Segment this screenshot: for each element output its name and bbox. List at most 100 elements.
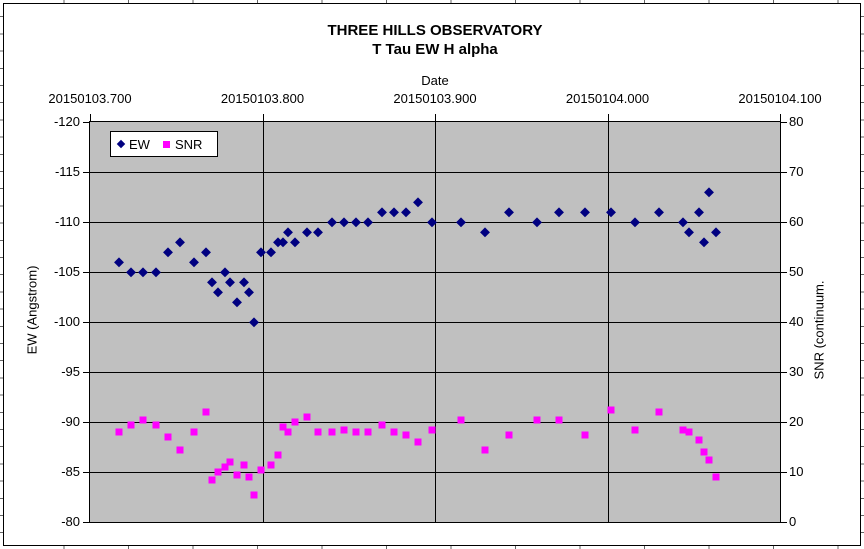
ew-diamond-marker xyxy=(116,139,126,149)
snr-point xyxy=(457,416,465,423)
snr-point xyxy=(631,426,639,433)
right-axis-tick xyxy=(780,122,787,123)
snr-point xyxy=(267,461,275,468)
x-tick-label: 20150104.000 xyxy=(565,91,650,106)
snr-point xyxy=(679,426,687,433)
snr-point xyxy=(655,408,663,416)
legend-item-snr: SNR xyxy=(162,136,203,152)
snr-point xyxy=(481,446,489,453)
left-axis-tick xyxy=(83,372,90,373)
right-axis-tick xyxy=(780,222,787,223)
left-axis-tick xyxy=(83,422,90,423)
snr-point xyxy=(250,491,258,498)
snr-point xyxy=(364,428,372,436)
right-axis-tick xyxy=(780,522,787,523)
legend-label-ew: EW xyxy=(129,136,150,152)
snr-point xyxy=(214,468,222,476)
chart-subtitle: T Tau EW H alpha xyxy=(372,41,498,58)
x-tick-label: 20150104.100 xyxy=(738,91,822,106)
y-gridline xyxy=(90,372,780,373)
snr-point xyxy=(164,433,172,441)
snr-point xyxy=(233,471,241,478)
snr-point xyxy=(176,446,184,453)
snr-point xyxy=(705,456,713,463)
left-axis-tick xyxy=(83,172,90,173)
x-axis-tick xyxy=(435,114,436,122)
snr-point xyxy=(700,448,708,456)
legend-label-snr: SNR xyxy=(174,136,203,152)
snr-tick-label: 60 xyxy=(789,214,804,229)
y-gridline xyxy=(90,472,780,473)
snr-point xyxy=(695,436,703,443)
ew-tick-label: -105 xyxy=(53,264,80,279)
snr-point xyxy=(314,428,322,436)
snr-point xyxy=(240,461,248,468)
x-axis-title: Date xyxy=(421,73,449,88)
spreadsheet-row-ticks-left xyxy=(0,0,3,549)
snr-point xyxy=(303,413,311,421)
snr-tick-label: 80 xyxy=(789,114,804,129)
snr-point xyxy=(139,416,147,423)
right-axis-tick xyxy=(780,272,787,273)
snr-tick-label: 50 xyxy=(789,264,804,279)
snr-point xyxy=(378,421,386,428)
snr-point xyxy=(279,423,287,431)
x-axis-tick xyxy=(780,114,781,122)
snr-point xyxy=(202,408,210,416)
x-axis-tick xyxy=(90,114,91,122)
x-axis-tick xyxy=(262,114,264,122)
x-tick-label: 20150103.700 xyxy=(48,91,132,106)
snr-point xyxy=(245,473,253,481)
snr-point xyxy=(533,416,541,423)
ew-tick-label: -115 xyxy=(54,164,80,179)
ew-tick-label: -95 xyxy=(61,364,80,379)
left-axis-tick xyxy=(83,122,90,123)
snr-point xyxy=(274,451,282,458)
snr-tick-label: 0 xyxy=(789,514,797,529)
x-tick-label: 20150103.800 xyxy=(220,91,305,106)
snr-point xyxy=(390,428,398,436)
snr-point xyxy=(190,428,197,436)
snr-point xyxy=(685,428,693,436)
spreadsheet-column-ticks-top xyxy=(0,0,864,3)
spreadsheet-row-ticks-right xyxy=(861,0,864,549)
right-axis-tick xyxy=(780,372,787,373)
snr-point xyxy=(414,438,422,446)
snr-tick-label: 20 xyxy=(789,414,804,429)
y-gridline xyxy=(90,172,780,173)
ew-tick-label: -90 xyxy=(61,414,80,429)
legend-item-ew: EW xyxy=(116,136,150,152)
spreadsheet-column-ticks-bottom xyxy=(0,546,864,549)
snr-tick-label: 40 xyxy=(789,314,804,329)
ew-tick-label: -110 xyxy=(54,214,80,229)
ew-tick-label: -80 xyxy=(61,514,80,529)
left-axis-tick xyxy=(83,222,90,223)
snr-point xyxy=(328,428,335,436)
snr-point xyxy=(340,426,348,433)
chart-title: THREE HILLS OBSERVATORY xyxy=(327,22,543,39)
left-axis-tick xyxy=(83,272,90,273)
snr-point xyxy=(352,428,360,436)
y-gridline xyxy=(90,422,780,423)
snr-tick-label: 70 xyxy=(789,164,804,179)
snr-point xyxy=(226,458,234,466)
snr-point xyxy=(712,473,720,481)
right-axis-tick xyxy=(780,172,787,173)
x-tick-label: 20150103.900 xyxy=(393,91,477,106)
right-axis-tick xyxy=(780,472,787,473)
legend: EW SNR xyxy=(110,131,218,157)
x-axis-tick xyxy=(607,114,609,122)
left-axis-tick xyxy=(83,472,90,473)
snr-point xyxy=(208,476,216,483)
y-gridline xyxy=(90,322,780,323)
snr-point xyxy=(428,426,436,433)
snr-point xyxy=(555,416,563,423)
plot-area xyxy=(89,121,781,523)
snr-point xyxy=(127,421,135,428)
snr-point xyxy=(505,431,513,438)
snr-square-marker xyxy=(162,140,170,148)
snr-point xyxy=(115,428,123,436)
left-axis-tick xyxy=(83,322,90,323)
snr-point xyxy=(581,431,589,438)
snr-point xyxy=(257,466,265,473)
